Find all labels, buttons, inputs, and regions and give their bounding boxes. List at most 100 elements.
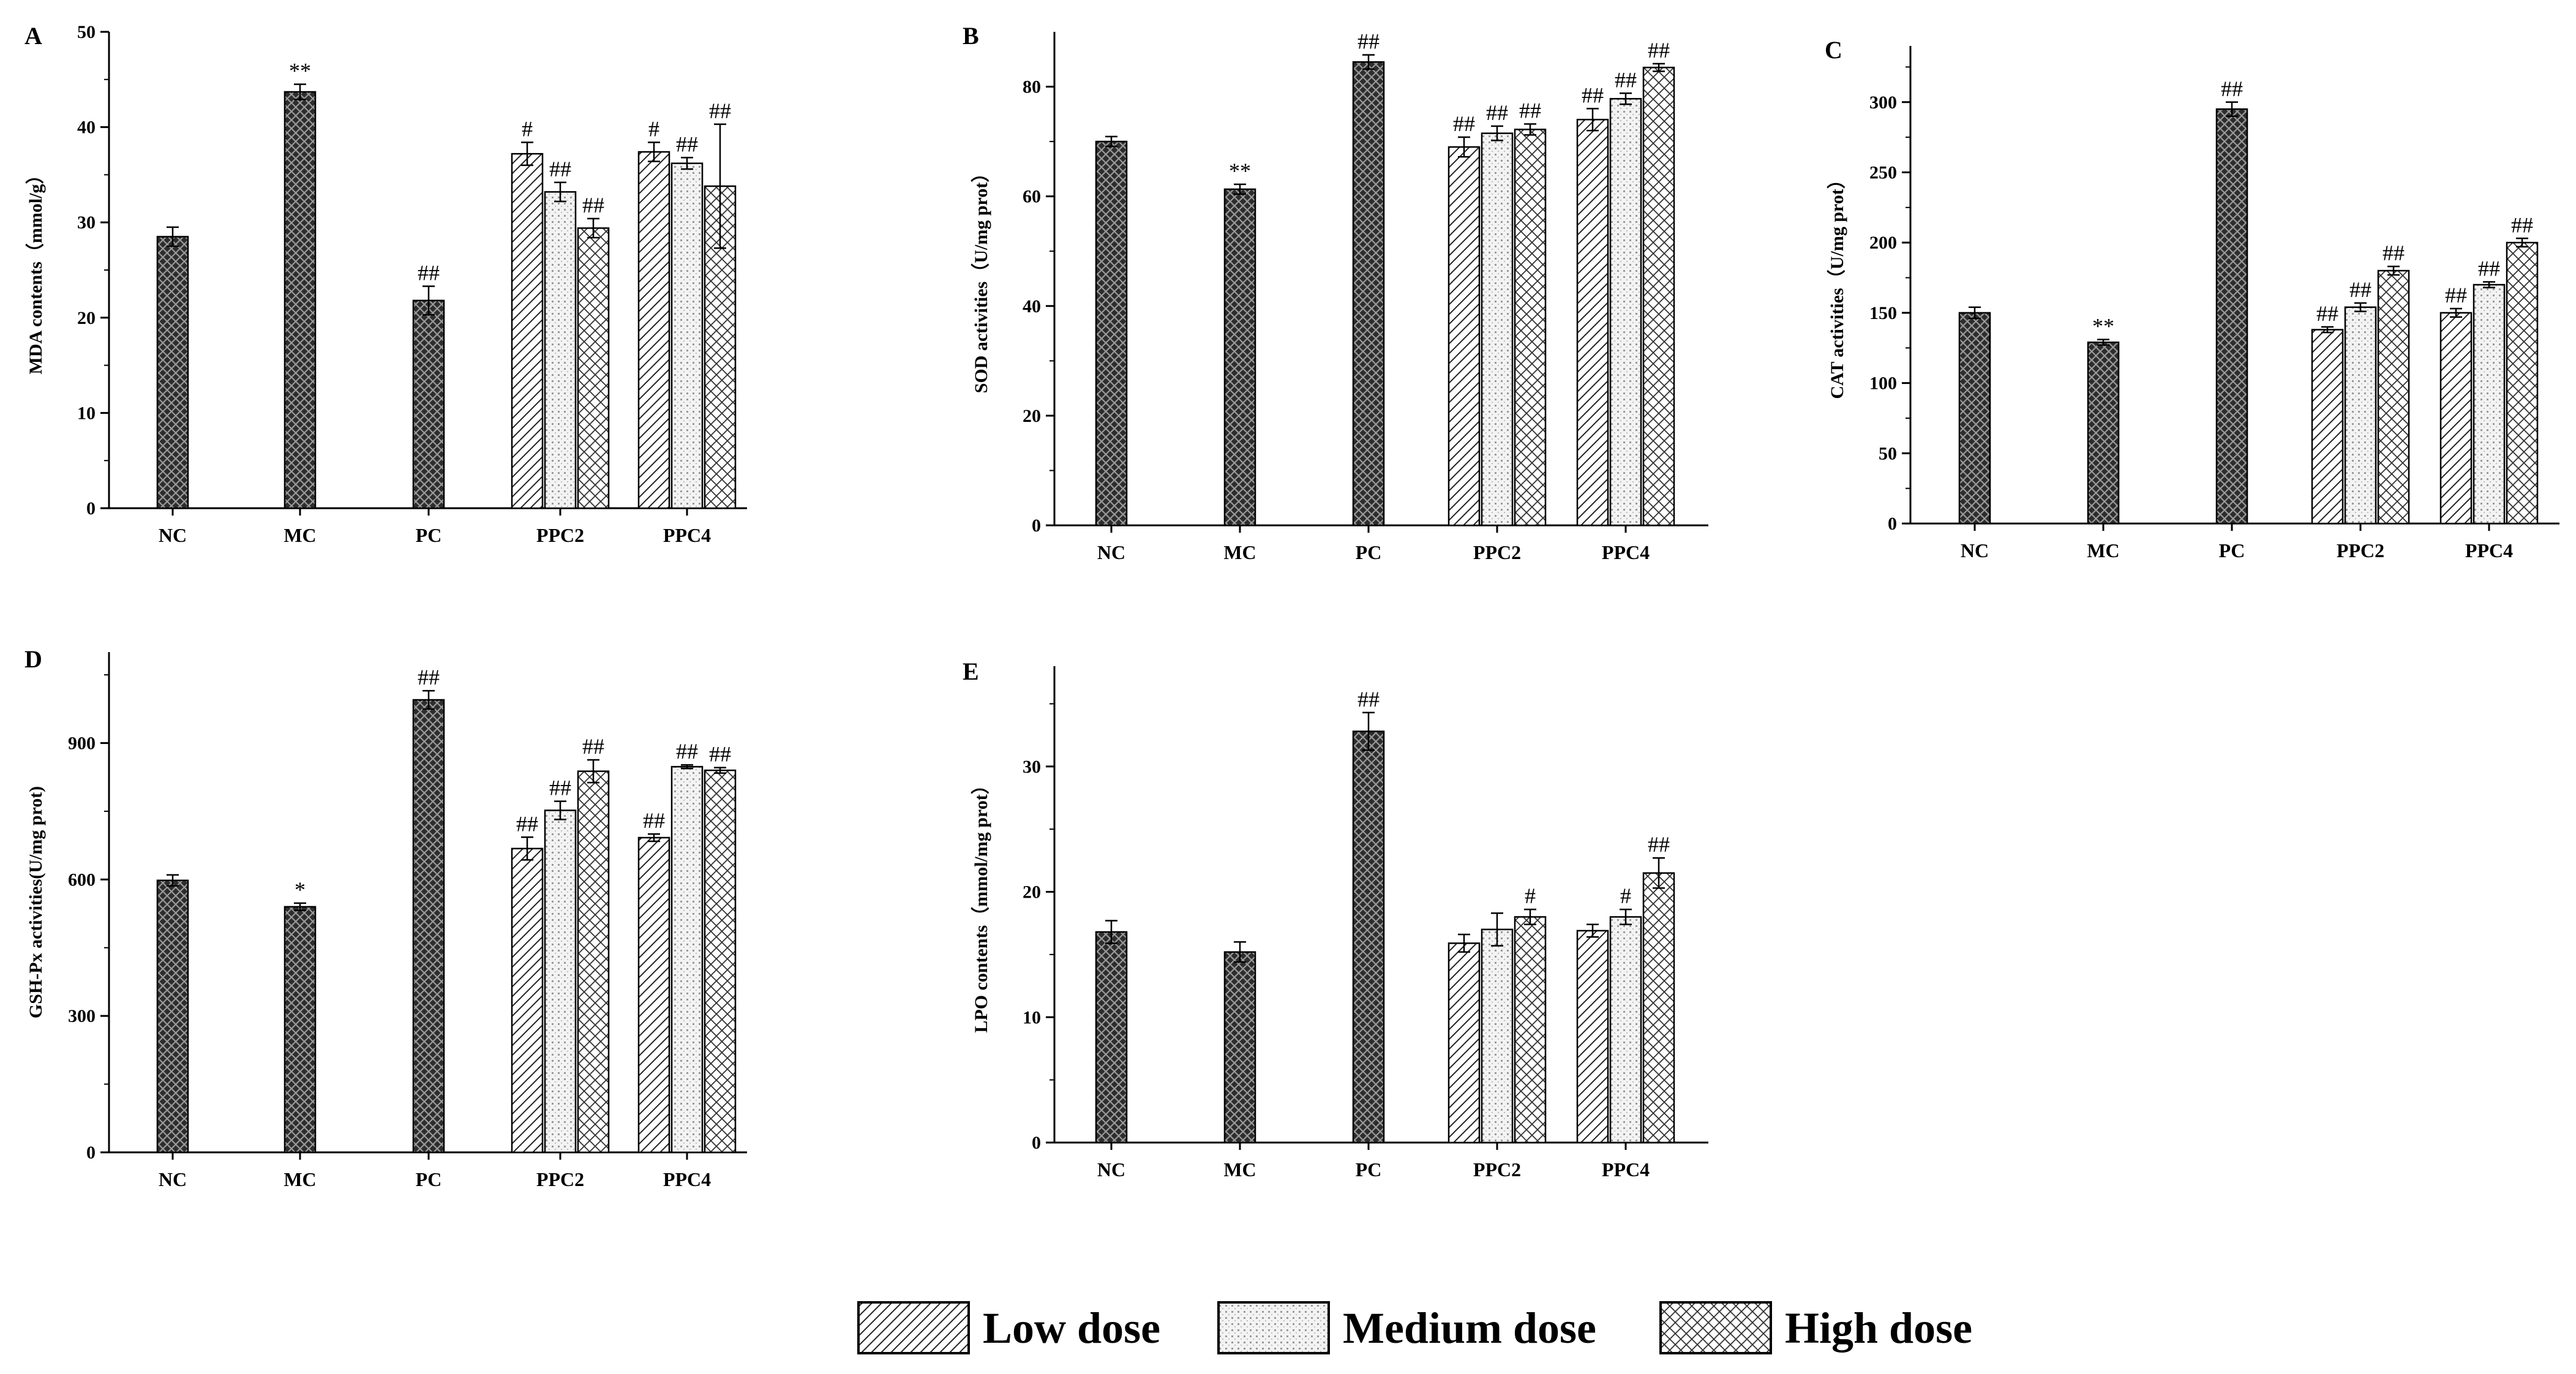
bar-nc-single bbox=[1095, 931, 1128, 1144]
x-tick-label: NC bbox=[159, 1168, 187, 1190]
significance-mark: ## bbox=[676, 132, 698, 156]
significance-mark: ## bbox=[709, 99, 731, 123]
panel-letter: C bbox=[1825, 36, 1842, 64]
significance-mark: ## bbox=[582, 734, 604, 759]
significance-mark: ## bbox=[582, 193, 604, 217]
bar-mc-single bbox=[1223, 951, 1256, 1144]
bar-ppc2-medium bbox=[2344, 306, 2377, 525]
x-tick-label: MC bbox=[284, 524, 316, 546]
bar-ppc4-high bbox=[704, 769, 737, 1154]
bar-pc-single bbox=[412, 699, 445, 1154]
x-tick-label: PC bbox=[2219, 539, 2245, 561]
bar-ppc2-high bbox=[2377, 269, 2410, 525]
y-tick-label: 0 bbox=[86, 498, 96, 519]
y-tick-label: 0 bbox=[1032, 1133, 1041, 1153]
x-tick-label: PPC4 bbox=[2465, 539, 2513, 561]
significance-mark: # bbox=[522, 116, 533, 141]
significance-mark: ## bbox=[1648, 832, 1670, 857]
significance-mark: * bbox=[295, 877, 306, 902]
bar-ppc2-low bbox=[1448, 942, 1481, 1144]
significance-mark: # bbox=[1620, 884, 1631, 908]
significance-mark: # bbox=[648, 116, 659, 141]
significance-mark: ## bbox=[1519, 98, 1541, 122]
significance-mark: ** bbox=[289, 59, 311, 83]
y-tick-label: 40 bbox=[77, 118, 96, 138]
bar-ppc4-low bbox=[1576, 119, 1609, 527]
significance-mark: ## bbox=[418, 665, 440, 689]
chart-panel-b: B 0 20 40 60 80 SOD activities（U/mg prot） NC MC P… bbox=[963, 22, 1708, 563]
significance-mark: ** bbox=[2092, 313, 2114, 338]
x-tick-label: MC bbox=[1223, 1158, 1256, 1181]
y-tick-label: 0 bbox=[1032, 516, 1041, 536]
bar-ppc2-low bbox=[2311, 329, 2344, 525]
panel-letter: E bbox=[963, 658, 979, 685]
bar-pc-single bbox=[412, 299, 445, 509]
bar-ppc2-high bbox=[577, 770, 610, 1154]
bar-pc-single bbox=[2215, 108, 2248, 525]
significance-mark: ## bbox=[516, 811, 538, 836]
bar-ppc2-medium bbox=[1481, 928, 1514, 1144]
bar-ppc4-high bbox=[1642, 66, 1675, 527]
significance-mark: ## bbox=[2478, 256, 2500, 280]
y-tick-label: 0 bbox=[86, 1143, 96, 1163]
bar-ppc2-high bbox=[1514, 916, 1547, 1144]
x-tick-label: MC bbox=[2087, 539, 2119, 561]
x-tick-label: NC bbox=[159, 524, 187, 546]
bar-ppc2-medium bbox=[544, 191, 577, 509]
significance-mark: ## bbox=[1582, 83, 1604, 107]
y-axis-label: SOD activities（U/mg prot） bbox=[971, 164, 991, 393]
bar-mc-single bbox=[284, 91, 317, 509]
x-tick-label: NC bbox=[1097, 541, 1125, 563]
x-tick-label: MC bbox=[1223, 541, 1256, 563]
x-tick-label: PC bbox=[416, 524, 442, 546]
y-tick-label: 20 bbox=[1023, 406, 1041, 426]
bar-ppc4-medium bbox=[670, 162, 704, 509]
y-tick-label: 80 bbox=[1023, 77, 1041, 97]
y-tick-label: 20 bbox=[77, 308, 96, 328]
significance-mark: ** bbox=[1229, 159, 1251, 183]
bar-ppc2-low bbox=[1448, 146, 1481, 527]
bar-ppc2-low bbox=[511, 847, 544, 1154]
bar-ppc4-high bbox=[1642, 872, 1675, 1144]
x-tick-label: PC bbox=[416, 1168, 442, 1190]
y-tick-label: 200 bbox=[1869, 233, 1897, 253]
bar-ppc2-high bbox=[1514, 129, 1547, 527]
bar-ppc4-low bbox=[637, 151, 670, 509]
significance-mark: ## bbox=[676, 739, 698, 764]
y-tick-label: 600 bbox=[68, 869, 96, 890]
legend-label-high: High dose bbox=[1785, 1304, 1972, 1353]
x-tick-label: PPC2 bbox=[536, 1168, 584, 1190]
x-tick-label: PPC4 bbox=[1602, 1158, 1650, 1181]
significance-mark: # bbox=[1525, 884, 1536, 908]
significance-mark: ## bbox=[549, 157, 571, 181]
y-tick-label: 300 bbox=[68, 1006, 96, 1026]
y-tick-label: 60 bbox=[1023, 187, 1041, 207]
significance-mark: ## bbox=[2221, 77, 2243, 101]
x-tick-label: PPC2 bbox=[1473, 1158, 1521, 1181]
panel-letter: A bbox=[24, 22, 42, 50]
significance-mark: ## bbox=[418, 260, 440, 285]
significance-mark: ## bbox=[1615, 67, 1637, 92]
y-tick-label: 40 bbox=[1023, 296, 1041, 317]
significance-mark: ## bbox=[1453, 111, 1475, 136]
bar-ppc2-medium bbox=[544, 809, 577, 1154]
y-tick-label: 50 bbox=[77, 22, 96, 42]
y-tick-label: 250 bbox=[1869, 162, 1897, 182]
significance-mark: ## bbox=[2383, 241, 2405, 265]
significance-mark: ## bbox=[643, 808, 665, 833]
x-tick-label: NC bbox=[1961, 539, 1989, 561]
bar-nc-single bbox=[1095, 140, 1128, 527]
x-tick-label: PPC4 bbox=[663, 1168, 711, 1190]
x-tick-label: MC bbox=[284, 1168, 316, 1190]
significance-mark: ## bbox=[2445, 283, 2467, 307]
y-tick-label: 900 bbox=[68, 734, 96, 754]
y-tick-label: 50 bbox=[1879, 443, 1897, 464]
significance-mark: ## bbox=[709, 742, 731, 767]
x-tick-label: PC bbox=[1356, 1158, 1382, 1181]
bar-nc-single bbox=[156, 236, 189, 509]
bar-ppc2-high bbox=[577, 227, 610, 509]
bar-ppc4-medium bbox=[670, 765, 704, 1154]
y-axis-label: LPO contents（mmol/mg prot） bbox=[971, 776, 991, 1032]
y-axis-label: CAT activities（U/mg prot） bbox=[1827, 170, 1847, 399]
